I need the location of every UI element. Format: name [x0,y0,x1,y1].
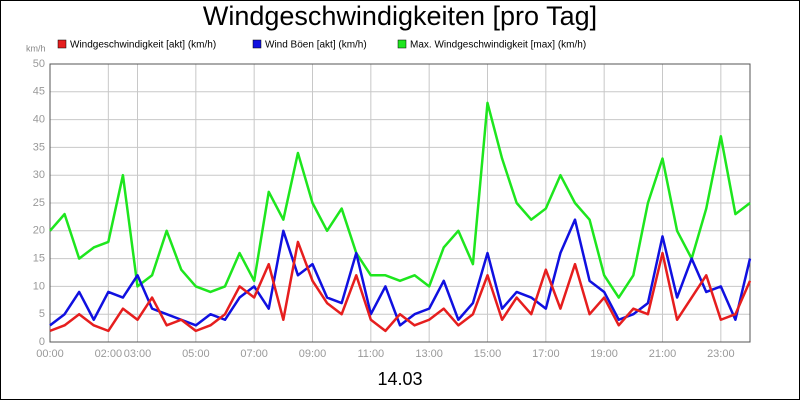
x-tick-label: 23:00 [707,348,735,360]
x-tick-label: 07:00 [240,348,268,360]
y-tick-label: 25 [33,197,45,209]
legend-label: Wind Böen [akt] (km/h) [265,40,367,51]
y-tick-label: 30 [33,169,45,181]
x-tick-label: 05:00 [182,348,210,360]
y-unit-label: km/h [26,43,46,53]
x-axis-label: 14.03 [377,369,422,389]
y-tick-label: 15 [33,253,45,265]
x-tick-label: 00:00 [36,348,64,360]
legend-swatch [57,39,67,49]
x-tick-label: 09:00 [299,348,327,360]
y-tick-label: 10 [33,280,45,292]
y-tick-label: 40 [33,114,45,126]
legend-swatch [397,39,407,49]
x-tick-label: 17:00 [532,348,560,360]
series-line [49,240,752,333]
legend-label: Max. Windgeschwindigkeit [max] (km/h) [410,40,586,51]
series-line [49,101,751,299]
x-tick-label: 02:00 [95,348,123,360]
series-line [49,218,752,327]
x-tick-label: 03:00 [124,348,152,360]
y-tick-label: 50 [33,58,45,70]
y-tick-label: 35 [33,141,45,153]
y-tick-label: 0 [39,336,45,348]
x-tick-label: 21:00 [649,348,677,360]
x-tick-label: 11:00 [357,348,384,360]
x-tick-label: 15:00 [474,348,502,360]
legend-swatch [252,39,262,49]
y-tick-label: 5 [39,308,45,320]
chart-title: Windgeschwindigkeiten [pro Tag] [203,1,597,31]
x-tick-label: 13:00 [415,348,443,360]
y-tick-label: 45 [33,86,45,98]
y-tick-label: 20 [33,225,45,237]
legend-label: Windgeschwindigkeit [akt] (km/h) [70,40,216,51]
x-tick-label: 19:00 [590,348,618,360]
